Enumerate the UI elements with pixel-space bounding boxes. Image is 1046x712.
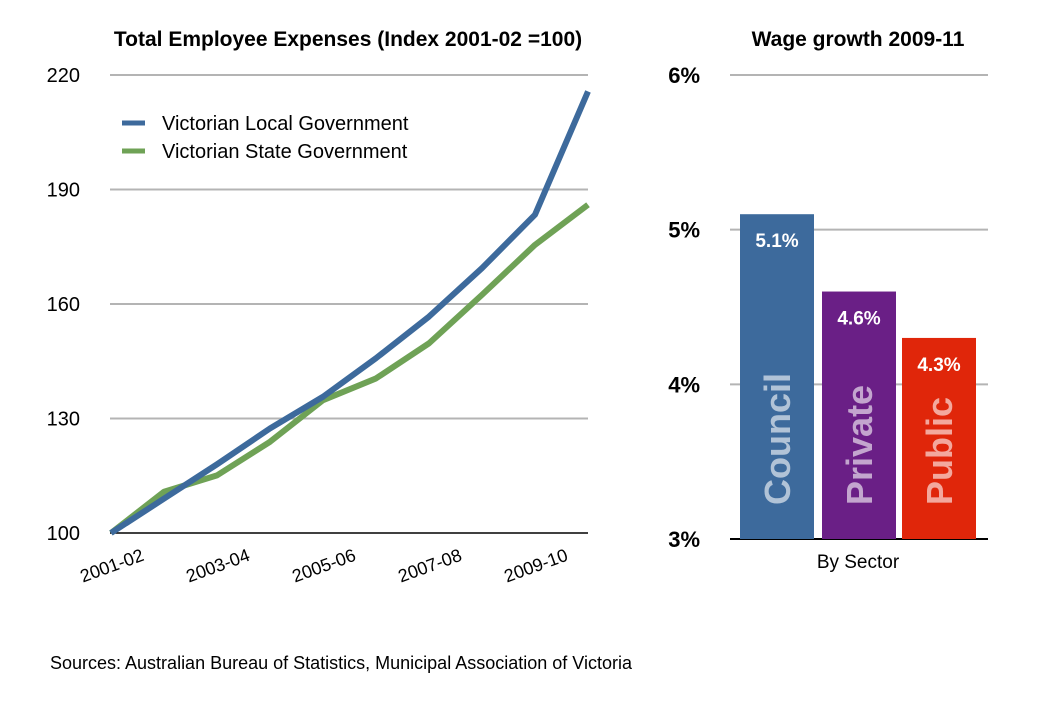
bar-category-label: Private (839, 385, 880, 505)
y-tick-label: 160 (47, 294, 80, 316)
bar-data-label: 4.3% (917, 355, 960, 376)
source-note: Sources: Australian Bureau of Statistics… (50, 653, 633, 673)
bar-category-label: Public (919, 397, 960, 505)
y-tick-label: 220 (47, 65, 80, 87)
bar-chart-title: Wage growth 2009-11 (752, 28, 965, 51)
x-tick-label: 2001-02 (77, 545, 146, 586)
y-tick-label: 100 (47, 523, 80, 545)
y-tick-label: 6% (668, 63, 700, 88)
bar-council (740, 214, 814, 539)
series-line-victorian-local-government (109, 90, 591, 536)
y-tick-label: 190 (47, 180, 80, 202)
x-tick-label: 2007-08 (395, 545, 464, 586)
y-tick-label: 130 (47, 409, 80, 431)
bar-x-axis-label: By Sector (817, 552, 900, 573)
y-tick-label: 5% (668, 218, 700, 243)
y-tick-label: 3% (668, 527, 700, 552)
bar-data-label: 4.6% (837, 309, 880, 330)
bar-public (902, 337, 976, 539)
bar-category-label: Council (757, 373, 798, 505)
x-tick-label: 2009-10 (501, 545, 570, 586)
line-chart-title: Total Employee Expenses (Index 2001-02 =… (114, 28, 582, 51)
bar-data-label: 5.1% (755, 231, 798, 252)
legend-label: Victorian State Government (162, 141, 408, 163)
x-tick-label: 2005-06 (289, 545, 358, 586)
legend-label: Victorian Local Government (162, 113, 409, 135)
bar-private (822, 291, 896, 539)
x-tick-label: 2003-04 (183, 545, 252, 586)
y-tick-label: 4% (668, 372, 700, 397)
